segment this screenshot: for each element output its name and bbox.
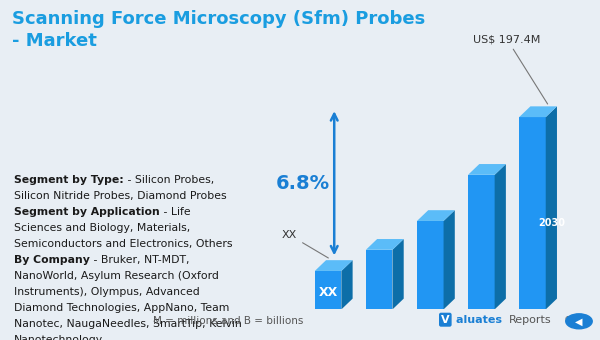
Polygon shape (443, 210, 455, 309)
Text: - Bruker, NT-MDT,: - Bruker, NT-MDT, (90, 255, 190, 265)
Polygon shape (417, 210, 455, 221)
Text: M = millions and B = billions: M = millions and B = billions (153, 317, 303, 326)
Text: US$ 197.4M: US$ 197.4M (473, 34, 548, 104)
Text: NanoWorld, Asylum Research (Oxford: NanoWorld, Asylum Research (Oxford (14, 271, 219, 281)
Text: Segment by Type:: Segment by Type: (14, 175, 124, 185)
Text: ®: ® (564, 316, 572, 325)
Polygon shape (494, 164, 506, 309)
Polygon shape (366, 239, 404, 250)
Text: - Life: - Life (160, 207, 190, 217)
Polygon shape (341, 260, 353, 309)
Polygon shape (519, 106, 557, 117)
Text: Semiconductors and Electronics, Others: Semiconductors and Electronics, Others (14, 239, 233, 249)
Text: Scanning Force Microscopy (Sfm) Probes
- Market: Scanning Force Microscopy (Sfm) Probes -… (12, 10, 425, 50)
Bar (315, 271, 341, 309)
Text: Silicon Nitride Probes, Diamond Probes: Silicon Nitride Probes, Diamond Probes (14, 191, 227, 201)
Bar (417, 221, 443, 309)
Text: By Company: By Company (14, 255, 90, 265)
Polygon shape (392, 239, 404, 309)
Text: aluates: aluates (456, 315, 506, 325)
Circle shape (566, 314, 592, 329)
Text: - Silicon Probes,: - Silicon Probes, (124, 175, 214, 185)
Text: Sciences and Biology, Materials,: Sciences and Biology, Materials, (14, 223, 190, 233)
Text: 2030: 2030 (538, 218, 565, 228)
Text: Nanotechnology: Nanotechnology (14, 335, 103, 340)
Bar (468, 175, 494, 309)
Polygon shape (546, 106, 557, 309)
Text: XX: XX (282, 230, 328, 258)
Text: Reports: Reports (509, 315, 551, 325)
Polygon shape (468, 164, 506, 175)
Text: ◀: ◀ (575, 316, 583, 326)
Text: XX: XX (319, 286, 338, 299)
Text: Segment by Application: Segment by Application (14, 207, 160, 217)
Text: V: V (441, 315, 449, 325)
Text: Nanotec, NaugaNeedles, SmartTip, Kelvin: Nanotec, NaugaNeedles, SmartTip, Kelvin (14, 319, 242, 329)
Bar (366, 250, 392, 309)
Text: Instruments), Olympus, Advanced: Instruments), Olympus, Advanced (14, 287, 200, 297)
Text: 6.8%: 6.8% (276, 174, 330, 193)
Polygon shape (315, 260, 353, 271)
Text: Diamond Technologies, AppNano, Team: Diamond Technologies, AppNano, Team (14, 303, 229, 313)
Bar (519, 117, 546, 309)
